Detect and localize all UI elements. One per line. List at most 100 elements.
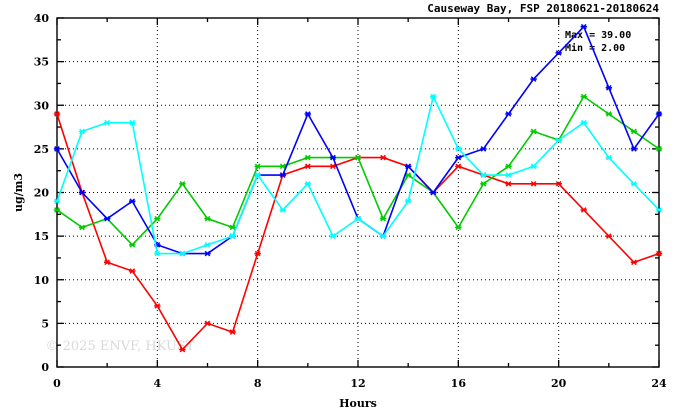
data-point bbox=[229, 233, 236, 239]
data-point bbox=[455, 146, 462, 152]
data-point bbox=[279, 172, 286, 178]
y-tick-label: 15 bbox=[34, 230, 49, 243]
x-tick-label: 4 bbox=[154, 377, 162, 390]
data-point bbox=[329, 233, 337, 239]
y-tick-label: 20 bbox=[34, 187, 50, 200]
data-point bbox=[204, 320, 211, 327]
data-point bbox=[229, 329, 236, 335]
x-tick-label: 8 bbox=[254, 377, 262, 390]
data-point bbox=[354, 215, 362, 222]
data-point bbox=[379, 154, 387, 161]
data-point bbox=[580, 119, 587, 126]
x-axis-label: Hours bbox=[339, 397, 377, 409]
data-point bbox=[630, 259, 638, 266]
data-point bbox=[655, 111, 663, 117]
y-tick-label: 0 bbox=[41, 361, 49, 374]
data-point bbox=[53, 207, 61, 213]
data-point bbox=[254, 250, 261, 257]
data-point bbox=[304, 154, 312, 161]
series-day4 bbox=[53, 93, 663, 257]
data-point bbox=[329, 154, 337, 161]
data-point bbox=[505, 163, 512, 170]
data-point bbox=[179, 180, 186, 187]
data-point bbox=[129, 119, 136, 126]
data-point bbox=[580, 93, 587, 100]
data-point bbox=[530, 180, 537, 187]
data-point bbox=[480, 180, 487, 187]
data-point bbox=[404, 163, 412, 170]
watermark: © 2025 ENVF, HKUST bbox=[46, 339, 195, 354]
data-point bbox=[655, 207, 663, 213]
data-point bbox=[455, 154, 462, 161]
series-day3 bbox=[53, 23, 663, 257]
data-point bbox=[154, 250, 161, 257]
data-point bbox=[103, 119, 111, 126]
data-point bbox=[53, 146, 61, 152]
data-point bbox=[605, 111, 613, 117]
annotation-1: Min = 2.00 bbox=[565, 42, 625, 54]
data-point bbox=[304, 163, 312, 170]
data-point bbox=[580, 23, 587, 30]
data-point bbox=[655, 146, 663, 152]
data-point bbox=[154, 215, 161, 222]
data-point bbox=[605, 233, 613, 239]
data-point bbox=[530, 163, 537, 170]
x-tick-label: 20 bbox=[551, 377, 567, 390]
data-point bbox=[555, 50, 562, 56]
y-tick-label: 40 bbox=[34, 12, 50, 25]
annotation-0: Max = 39.00 bbox=[565, 30, 631, 41]
data-point bbox=[555, 137, 562, 143]
data-point bbox=[78, 224, 86, 231]
data-point bbox=[53, 198, 61, 205]
y-axis-label: ug/m3 bbox=[12, 173, 25, 212]
data-point bbox=[279, 207, 286, 213]
data-point bbox=[580, 207, 587, 213]
data-point bbox=[505, 111, 512, 117]
data-point bbox=[605, 84, 613, 91]
data-point bbox=[630, 180, 638, 187]
data-point bbox=[103, 259, 111, 266]
data-point bbox=[129, 242, 136, 248]
x-tick-label: 0 bbox=[53, 377, 61, 390]
data-point bbox=[103, 215, 111, 222]
data-point bbox=[254, 163, 261, 170]
data-point bbox=[455, 163, 462, 170]
data-point bbox=[630, 146, 638, 152]
data-point bbox=[455, 224, 462, 231]
data-point bbox=[404, 198, 412, 205]
y-tick-label: 25 bbox=[34, 143, 49, 156]
y-tick-label: 30 bbox=[34, 99, 50, 112]
data-point bbox=[655, 250, 663, 257]
data-point bbox=[254, 172, 261, 178]
data-point bbox=[179, 346, 186, 353]
x-tick-label: 16 bbox=[451, 377, 467, 390]
data-point bbox=[129, 268, 136, 274]
data-point bbox=[505, 180, 512, 187]
data-point bbox=[354, 154, 362, 161]
data-point bbox=[304, 180, 312, 187]
data-point bbox=[379, 215, 387, 222]
x-tick-label: 24 bbox=[651, 377, 667, 390]
data-point bbox=[530, 128, 537, 135]
y-tick-label: 35 bbox=[34, 56, 49, 69]
data-point bbox=[530, 76, 537, 82]
data-point bbox=[329, 163, 337, 170]
data-point bbox=[430, 189, 437, 196]
data-point bbox=[430, 93, 437, 100]
data-point bbox=[605, 154, 613, 161]
data-point bbox=[154, 303, 161, 309]
data-point bbox=[53, 111, 61, 117]
data-point bbox=[204, 250, 211, 257]
data-point bbox=[129, 198, 136, 205]
x-tick-label: 12 bbox=[350, 377, 365, 390]
data-point bbox=[480, 172, 487, 178]
chart-title: Causeway Bay, FSP 20180621-20180624 bbox=[427, 2, 659, 15]
data-point bbox=[204, 215, 211, 222]
data-point bbox=[78, 128, 86, 135]
data-point bbox=[304, 111, 312, 117]
data-point bbox=[505, 172, 512, 178]
data-point bbox=[404, 172, 412, 178]
data-point bbox=[480, 146, 487, 152]
